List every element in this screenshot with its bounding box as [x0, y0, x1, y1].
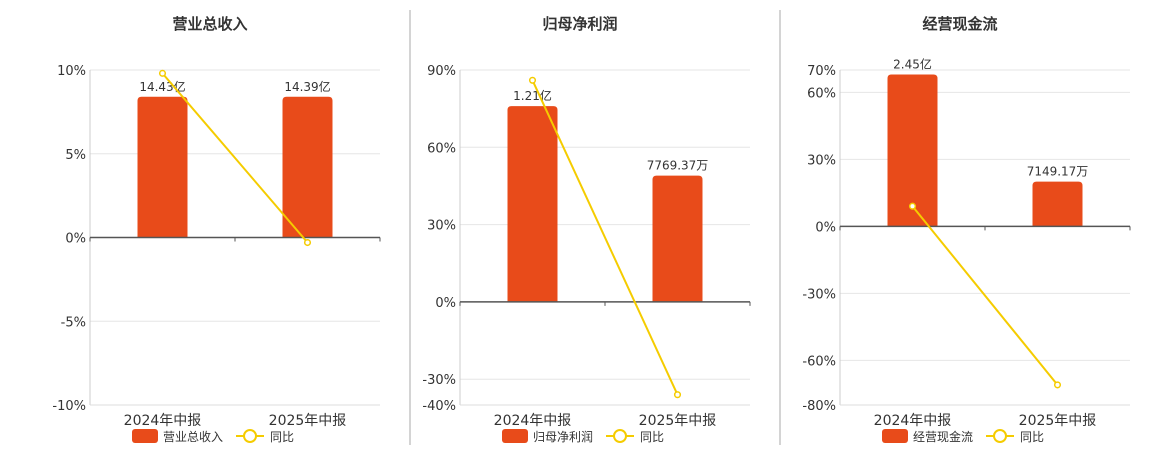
x-tick-label: 2024年中报	[494, 413, 572, 429]
bar-data-label: 2.45亿	[893, 56, 932, 71]
x-tick-label: 2025年中报	[639, 413, 717, 429]
legend-label: 同比	[270, 430, 294, 444]
legend-label: 同比	[1020, 430, 1044, 444]
bar	[137, 96, 188, 238]
legend-line-marker	[243, 429, 257, 443]
legend-bar-swatch	[882, 429, 908, 443]
legend-label: 营业总收入	[163, 430, 223, 444]
line-point	[528, 76, 537, 84]
y-tick-label: -10%	[52, 399, 86, 414]
bar	[282, 96, 333, 238]
bar-data-label: 1.21亿	[513, 88, 552, 103]
chart-title: 归母净利润	[542, 15, 617, 33]
bar	[887, 74, 938, 227]
y-tick-label: 90%	[427, 64, 456, 79]
bar-data-label: 7769.37万	[647, 159, 709, 173]
y-tick-label: 10%	[57, 64, 86, 79]
y-tick-label: -5%	[61, 315, 86, 330]
legend-label: 同比	[640, 430, 664, 444]
bar	[507, 106, 558, 302]
line-point	[158, 69, 167, 77]
line-point	[1053, 381, 1062, 389]
bar-data-label: 14.43亿	[139, 79, 185, 94]
x-tick-label: 2024年中报	[874, 413, 952, 429]
panel-dividers	[409, 10, 781, 445]
y-tick-label: -60%	[802, 354, 836, 369]
series-line	[911, 205, 1059, 386]
chart-title: 营业总收入	[172, 15, 247, 33]
y-tick-label: 70%	[807, 64, 836, 79]
y-tick-label: -80%	[802, 399, 836, 414]
y-tick-label: 60%	[427, 141, 456, 156]
legend-line-marker	[613, 429, 627, 443]
chart-panel-revenue: 营业总收入 -10% -5% 0% 5% 10% 14.43亿 14.39亿 2024年中报 2…	[52, 15, 381, 444]
x-tick-label: 2025年中报	[269, 413, 347, 429]
y-tick-label: 0%	[435, 296, 456, 311]
legend-line-marker	[993, 429, 1007, 443]
line-point	[303, 238, 312, 247]
y-tick-label: 0%	[815, 220, 836, 235]
y-tick-label: 30%	[807, 153, 836, 168]
legend-label: 归母净利润	[533, 430, 593, 444]
y-tick-label: 30%	[427, 219, 456, 234]
y-tick-label: 60%	[807, 86, 836, 101]
legend-label: 经营现金流	[913, 429, 973, 444]
y-tick-label: 0%	[65, 232, 86, 247]
chart-panel-net-profit: 归母净利润 -40% -30% 0% 30% 60% 90% 1.21亿 7769.37万 20…	[422, 15, 751, 444]
y-tick-label: -40%	[422, 399, 456, 414]
bar-data-label: 7149.17万	[1027, 165, 1089, 179]
line-point	[908, 202, 917, 210]
y-tick-label: -30%	[802, 287, 836, 302]
chart-panel-cash-flow: 经营现金流 -80% -60% -30% 0% 30% 60% 70% 2.45亿 7149.1…	[802, 15, 1131, 444]
series-line	[161, 72, 309, 244]
line-point	[673, 391, 682, 399]
y-tick-label: 5%	[65, 148, 86, 163]
bar	[1032, 181, 1083, 227]
series-line	[531, 79, 679, 396]
bar	[652, 175, 703, 302]
legend-bar-swatch	[132, 429, 158, 443]
y-tick-label: -30%	[422, 373, 456, 388]
legend-bar-swatch	[502, 429, 528, 443]
chart-title: 经营现金流	[922, 15, 997, 33]
x-tick-label: 2024年中报	[124, 413, 202, 429]
x-tick-label: 2025年中报	[1019, 413, 1097, 429]
bar-data-label: 14.39亿	[284, 79, 330, 94]
